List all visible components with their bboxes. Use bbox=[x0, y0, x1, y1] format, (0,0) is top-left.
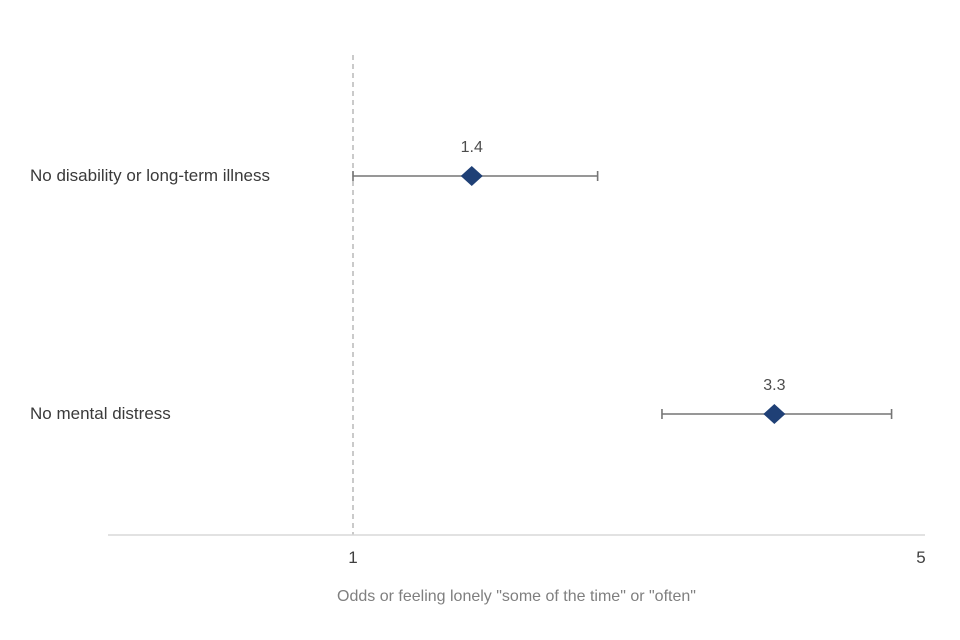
forest-row: 3.3 bbox=[661, 377, 893, 424]
forest-row: 1.4 bbox=[352, 139, 599, 186]
marker-diamond bbox=[460, 166, 483, 186]
x-tick-label: 1 bbox=[348, 548, 357, 567]
x-axis-title: Odds or feeling lonely "some of the time… bbox=[337, 588, 696, 605]
category-label-no-mental-distress: No mental distress bbox=[30, 404, 171, 423]
value-label: 3.3 bbox=[763, 377, 785, 394]
x-tick-label: 5 bbox=[916, 548, 925, 567]
marker-diamond bbox=[763, 404, 786, 424]
value-label: 1.4 bbox=[461, 139, 483, 156]
category-label-no-disability: No disability or long-term illness bbox=[30, 166, 270, 185]
